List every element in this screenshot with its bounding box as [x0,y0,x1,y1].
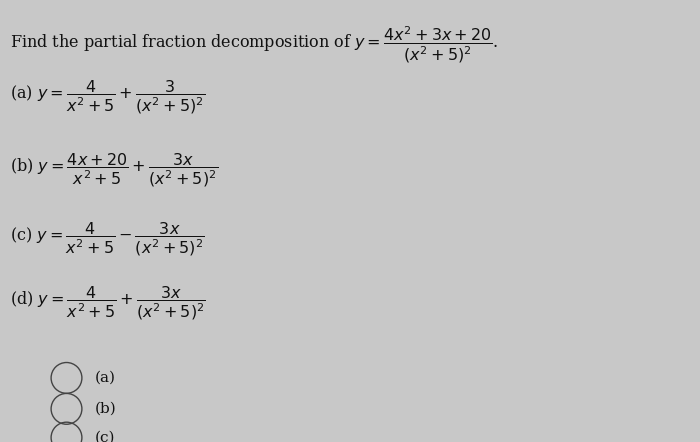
Text: (a) $y = \dfrac{4}{x^2+5} + \dfrac{3}{(x^2+5)^2}$: (a) $y = \dfrac{4}{x^2+5} + \dfrac{3}{(x… [10,78,206,116]
Text: (d) $y = \dfrac{4}{x^2+5} + \dfrac{3x}{(x^2+5)^2}$: (d) $y = \dfrac{4}{x^2+5} + \dfrac{3x}{(… [10,284,206,322]
Text: (b): (b) [94,402,116,416]
Text: (a): (a) [94,371,116,385]
Text: (c) $y = \dfrac{4}{x^2+5} - \dfrac{3x}{(x^2+5)^2}$: (c) $y = \dfrac{4}{x^2+5} - \dfrac{3x}{(… [10,220,205,258]
Text: (b) $y = \dfrac{4x+20}{x^2+5} + \dfrac{3x}{(x^2+5)^2}$: (b) $y = \dfrac{4x+20}{x^2+5} + \dfrac{3… [10,151,218,189]
Text: Find the partial fraction decomposition of $y = \dfrac{4x^2 + 3x + 20}{(x^2 + 5): Find the partial fraction decomposition … [10,24,499,65]
Text: (c): (c) [94,431,115,442]
